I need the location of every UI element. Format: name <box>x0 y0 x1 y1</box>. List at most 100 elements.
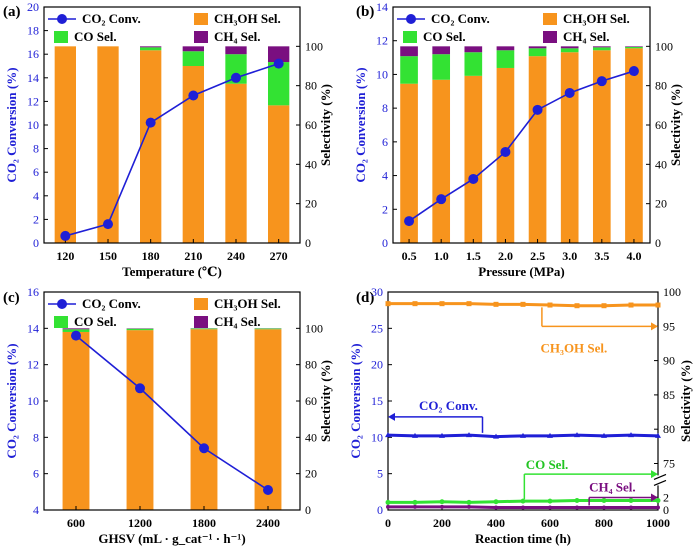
bar-ch3oh <box>528 56 547 243</box>
conv-point <box>596 76 607 87</box>
bar-ch3oh <box>190 329 218 510</box>
point-conv <box>574 432 580 438</box>
y-left-tick-label: 16 <box>27 285 39 299</box>
point-co <box>628 497 634 503</box>
x-tick-label: 2.5 <box>530 249 545 263</box>
chart-panel-2: (c) 4 6 8 10 12 14 16 CO₂ Conversion (%) 0 20 40 60 8… <box>3 285 333 546</box>
x-tick-label: 0 <box>385 516 391 530</box>
bar-co <box>140 47 162 51</box>
y-left-tick-label: 14 <box>27 321 39 335</box>
legend-ch4-swatch <box>543 31 557 43</box>
conv-point <box>263 485 273 496</box>
bar-co <box>625 46 643 49</box>
y-right-tick-label: 0 <box>663 503 669 517</box>
y-left-tick-label: 25 <box>371 321 383 335</box>
y-right-tick-label: 75 <box>663 456 675 470</box>
chart-panel-1: (b) 0 2 4 6 8 10 12 14 CO₂ Conversion (%) 0 20 40 60 8… <box>353 0 683 279</box>
conv-point <box>628 66 639 77</box>
y-left-tick-label: 15 <box>371 394 383 408</box>
legend-ch3oh-swatch <box>543 13 557 25</box>
x-tick-label: 400 <box>487 516 505 530</box>
conv-point <box>468 173 479 184</box>
y-left-tick-label: 0 <box>33 236 39 250</box>
point-ch4 <box>386 504 390 509</box>
conv-point <box>564 87 575 98</box>
bar-ch4 <box>268 46 290 63</box>
x-tick-label: 1.0 <box>434 249 449 263</box>
y-left-tick-label: 4 <box>33 503 39 517</box>
point-ch3oh <box>520 301 526 307</box>
bar-ch3oh <box>592 50 611 244</box>
point-ch4 <box>494 505 498 510</box>
y-right-tick-label: 90 <box>663 354 675 368</box>
y-right-tick-label: 80 <box>655 79 667 93</box>
legend-conv-label: CO₂ Conv. <box>431 11 490 26</box>
point-ch3oh <box>655 302 661 308</box>
legend-ch3oh-swatch <box>194 13 208 25</box>
point-ch3oh <box>439 301 445 307</box>
conv-point <box>532 104 543 115</box>
bar-ch4 <box>496 46 515 51</box>
point-ch4 <box>548 505 552 510</box>
x-tick-label: 3.0 <box>562 249 577 263</box>
bar-co <box>464 52 483 76</box>
bar-co <box>432 54 451 80</box>
bar-ch3oh <box>560 52 579 243</box>
bar-ch4 <box>62 328 90 330</box>
panel-label: (b) <box>356 4 374 20</box>
y-left-tick-label: 6 <box>33 467 39 481</box>
conv-point <box>188 90 199 101</box>
legend-ch3oh-swatch <box>194 298 208 310</box>
legend-co-label: CO Sel. <box>423 29 466 44</box>
conv-point <box>145 117 156 128</box>
y-right-tick-label: 80 <box>305 358 317 372</box>
point-ch3oh <box>412 301 418 307</box>
bar-ch4 <box>592 46 611 48</box>
bar-co <box>400 56 418 84</box>
bar-ch4 <box>560 46 579 49</box>
legend-co-swatch <box>54 316 68 328</box>
legend-ch3oh-label: CH₃OH Sel. <box>563 11 630 26</box>
y-left-tick-label: 10 <box>27 118 39 132</box>
y-left-tick-label: 6 <box>382 135 388 149</box>
point-conv <box>547 432 553 438</box>
bar-co <box>268 62 290 106</box>
conv-line <box>75 334 269 491</box>
bar-ch4 <box>225 46 247 55</box>
y-right-tick-label: 40 <box>305 430 317 444</box>
y-right-tick-label: 95 <box>663 319 675 333</box>
point-ch3oh <box>574 303 580 309</box>
x-axis-title: Reaction time (h) <box>475 531 571 546</box>
y-left-tick-label: 12 <box>27 94 39 108</box>
point-conv <box>493 433 499 439</box>
conv-point <box>71 330 81 341</box>
y-right-axis-title: Selectivity (%) <box>678 360 693 442</box>
y-left-tick-label: 30 <box>371 285 383 299</box>
y-left-tick-label: 14 <box>376 0 388 14</box>
bar-co <box>560 48 579 53</box>
bar-ch3oh <box>225 83 247 243</box>
bar-ch3oh <box>54 46 76 244</box>
y-left-tick-label: 10 <box>27 394 39 408</box>
conv-line <box>65 62 279 237</box>
bar-ch3oh <box>625 48 643 243</box>
x-axis-title: Temperature (℃) <box>122 264 222 279</box>
point-conv <box>412 432 418 438</box>
y-right-tick-label: 60 <box>305 394 317 408</box>
point-co <box>412 499 418 505</box>
bar-ch3oh <box>126 330 154 510</box>
x-tick-label: 270 <box>270 249 288 263</box>
y-right-tick-label: 80 <box>305 79 317 93</box>
point-ch4 <box>413 504 417 509</box>
x-tick-label: 1800 <box>192 516 216 530</box>
y-right-tick-label: 20 <box>305 467 317 481</box>
bar-co <box>182 51 204 66</box>
conv-point <box>135 383 145 394</box>
panel-label: (c) <box>3 290 20 306</box>
point-ch3oh <box>601 303 607 309</box>
y-left-tick-label: 6 <box>33 165 39 179</box>
x-tick-label: 180 <box>142 249 160 263</box>
y-left-tick-label: 12 <box>376 34 388 48</box>
ch4-arrow-head <box>651 493 658 502</box>
conv-arrow-head <box>388 412 395 421</box>
